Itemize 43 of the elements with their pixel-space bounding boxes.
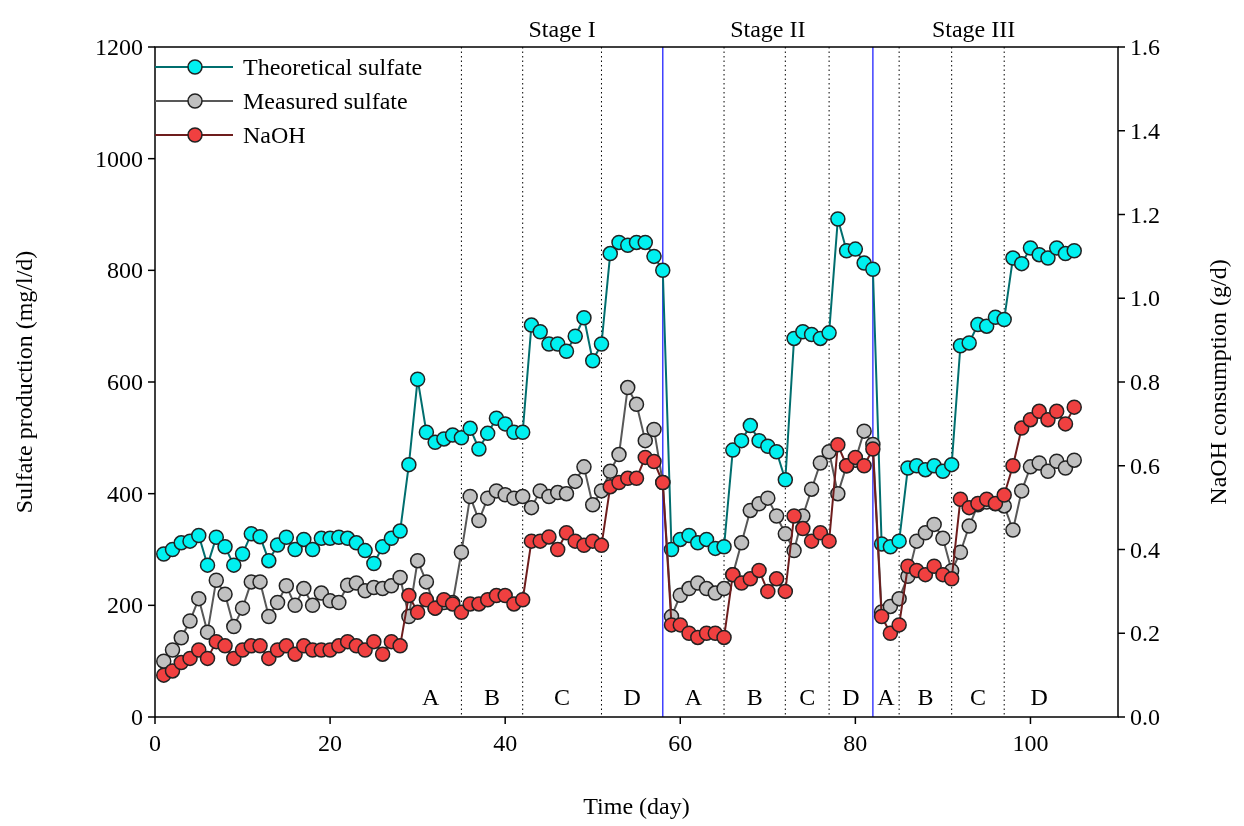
annotation: A <box>422 684 441 710</box>
y2-tick-label: 1.4 <box>1130 117 1160 144</box>
y2-tick-label: 1.6 <box>1130 34 1160 60</box>
y-tick-label: 600 <box>107 369 143 395</box>
legend-label: Measured sulfate <box>243 88 408 114</box>
annotation: B <box>917 684 934 710</box>
y2-tick-label: 0.0 <box>1130 704 1160 730</box>
y-tick-label: 1200 <box>95 34 143 60</box>
annotation: B <box>746 684 763 710</box>
y2-tick-label: 0.4 <box>1130 536 1160 563</box>
y2-tick-label: 0.2 <box>1130 620 1160 647</box>
x-tick-label: 60 <box>668 730 693 756</box>
y-tick-label: 800 <box>107 257 143 284</box>
text: Stage III <box>931 16 1016 42</box>
y-tick-label: 400 <box>107 480 143 507</box>
annotation: C <box>969 684 986 710</box>
x-tick-label: 20 <box>318 730 343 756</box>
annotation: B <box>484 684 501 710</box>
annotation: D <box>1030 684 1048 710</box>
annotation: C <box>554 684 571 710</box>
y2-tick-label: 1.0 <box>1130 285 1160 312</box>
y-tick-label: 0 <box>131 704 143 730</box>
text: Stage II <box>730 16 806 42</box>
y2-axis-title: NaOH consumption (g/d) <box>1205 259 1231 505</box>
annotation: D <box>623 684 641 710</box>
annotation: A <box>684 684 703 710</box>
annotation: C <box>799 684 816 710</box>
y2-tick-label: 1.2 <box>1130 201 1160 228</box>
y-axis-title: Sulfate production (mg/l/d) <box>11 250 37 514</box>
x-tick-label: 100 <box>1012 730 1049 756</box>
y-tick-label: 200 <box>107 592 143 619</box>
annotation: A <box>877 684 896 710</box>
y2-tick-label: 0.6 <box>1130 452 1160 479</box>
text: Stage I <box>528 16 596 42</box>
annotation: D <box>842 684 860 710</box>
x-tick-label: 40 <box>493 730 518 756</box>
x-axis-title: Time (day) <box>583 793 690 819</box>
y-tick-label: 1000 <box>95 145 143 172</box>
legend-label: Theoretical sulfate <box>243 54 423 80</box>
x-tick-label: 0 <box>149 730 161 756</box>
y2-tick-label: 0.8 <box>1130 369 1160 395</box>
x-tick-label: 80 <box>843 730 868 756</box>
legend-label: NaOH <box>243 122 306 148</box>
